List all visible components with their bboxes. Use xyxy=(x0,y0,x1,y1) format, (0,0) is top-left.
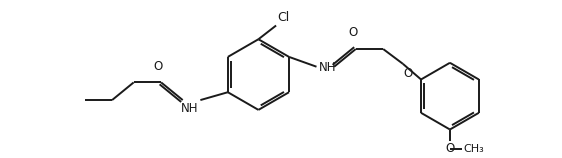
Text: O: O xyxy=(153,60,163,73)
Text: NH: NH xyxy=(319,61,336,74)
Text: O: O xyxy=(348,26,357,39)
Text: Cl: Cl xyxy=(277,11,289,24)
Text: NH: NH xyxy=(181,102,198,115)
Text: O: O xyxy=(404,67,413,80)
Text: O: O xyxy=(445,142,455,155)
Text: CH₃: CH₃ xyxy=(464,144,484,154)
